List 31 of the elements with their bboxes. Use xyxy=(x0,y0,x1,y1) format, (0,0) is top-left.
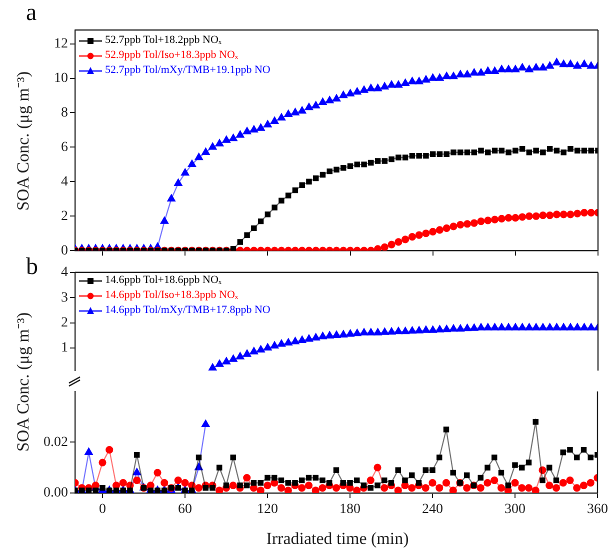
y-tick-label: 6 xyxy=(61,140,68,155)
y-tick-label: 3 xyxy=(61,290,68,306)
y-tick-label: 2 xyxy=(61,208,68,224)
y-tick-label: 10 xyxy=(54,70,68,86)
y-axis-title: SOA Conc. (μg m⁻³) xyxy=(12,70,34,210)
legend-label: 52.7ppb Tol/mXy/TMB+19.1ppb NO xyxy=(105,63,270,78)
x-tick-label: 60 xyxy=(178,502,192,518)
y-tick-label: 4 xyxy=(61,174,68,190)
x-tick-label: 240 xyxy=(422,502,443,518)
chart-title: b xyxy=(26,254,38,281)
x-tick-label: 180 xyxy=(340,502,360,518)
y-tick-label: 8 xyxy=(61,105,68,120)
y-tick-label: 0 xyxy=(61,243,68,258)
x-tick-label: 360 xyxy=(587,502,608,518)
chart-title: a xyxy=(26,0,37,27)
y-tick-label: 0.02 xyxy=(44,434,68,450)
x-tick-label: 0 xyxy=(99,502,106,518)
y-axis-title: SOA Conc. (μg m⁻³) xyxy=(12,312,34,452)
x-axis-title: Irradiated time (min) xyxy=(266,529,409,549)
legend-label: 14.6ppb Tol/mXy/TMB+17.8ppb NO xyxy=(105,303,270,318)
y-tick-label: 12 xyxy=(54,36,68,52)
legend-label: 14.6ppb Tol+18.6ppb NOₓ xyxy=(105,273,222,288)
y-tick-label: 2 xyxy=(61,315,68,330)
x-tick-label: 120 xyxy=(257,502,278,518)
legend-label: 52.7ppb Tol+18.2ppb NOₓ xyxy=(105,33,222,48)
legend-label: 52.9ppb Tol/Iso+18.3ppb NOₓ xyxy=(105,48,238,63)
legend-label: 14.6ppb Tol/Iso+18.3ppb NOₓ xyxy=(105,288,238,303)
y-tick-label: 1 xyxy=(61,340,68,356)
y-tick-label: 4 xyxy=(61,265,68,280)
y-tick-label: 0.00 xyxy=(44,486,68,501)
x-tick-label: 300 xyxy=(504,502,526,518)
